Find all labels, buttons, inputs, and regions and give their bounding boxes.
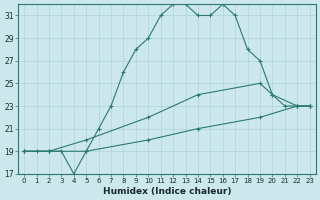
X-axis label: Humidex (Indice chaleur): Humidex (Indice chaleur) [103, 187, 231, 196]
